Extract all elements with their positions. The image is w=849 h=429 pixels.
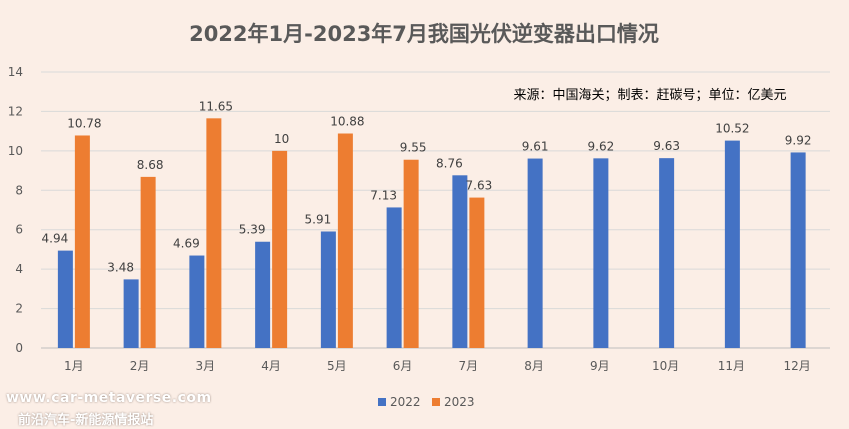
x-tick-label: 5月 (327, 359, 347, 373)
bar-2023 (206, 118, 222, 348)
bar-2022 (123, 279, 139, 348)
x-tick-label: 7月 (459, 359, 479, 373)
legend: 2022 2023 (378, 395, 475, 409)
bars (57, 118, 806, 348)
data-label-2023: 8.68 (137, 158, 164, 172)
watermark-url: www.car-metaverse.com (6, 390, 212, 406)
x-tick-label: 8月 (524, 359, 544, 373)
x-tick-label: 10月 (652, 359, 679, 373)
x-axis-ticks: 1月 2月 3月 4月 5月 6月 7月 8月 9月 10月 11月 12月 (64, 359, 811, 373)
bar-2022 (386, 207, 402, 348)
data-label-2023: 9.55 (400, 141, 427, 155)
data-label-2022: 5.39 (239, 223, 266, 237)
data-label-2022: 9.63 (653, 139, 680, 153)
x-tick-label: 3月 (196, 359, 216, 373)
legend-label: 2022 (390, 395, 421, 409)
source-note: 来源：中国海关；制表：赶碳号；单位：亿美元 (513, 88, 786, 103)
data-label-2022: 3.48 (107, 260, 134, 274)
data-label-2022: 9.92 (785, 133, 812, 147)
y-tick-label: 12 (8, 104, 23, 118)
data-label-2023: 10 (274, 132, 289, 146)
watermark-site-name: 前沿汽车-新能源情报站 (18, 413, 154, 428)
bar-2023 (272, 150, 288, 348)
data-label-2022: 7.13 (370, 188, 397, 202)
bar-2023 (140, 176, 156, 348)
x-tick-label: 4月 (261, 359, 281, 373)
data-label-2022: 8.76 (436, 156, 463, 170)
data-label-2023: 10.88 (330, 115, 364, 129)
bar-2022 (659, 158, 675, 348)
x-tick-label: 9月 (590, 359, 610, 373)
x-tick-label: 6月 (393, 359, 413, 373)
data-label-2022: 4.94 (42, 232, 69, 246)
gridlines (41, 71, 830, 349)
data-label-2022: 9.62 (588, 139, 615, 153)
x-tick-label: 11月 (718, 359, 745, 373)
y-tick-label: 14 (8, 65, 23, 79)
data-label-2023: 10.78 (67, 116, 101, 130)
bar-2022 (189, 255, 205, 348)
bar-2022 (790, 152, 806, 348)
data-label-2023: 7.63 (466, 179, 493, 193)
bar-2022 (724, 140, 740, 348)
bar-2022 (593, 158, 609, 348)
bar-2023 (337, 133, 353, 348)
y-tick-label: 8 (15, 183, 23, 197)
data-label-2022: 9.61 (522, 140, 549, 154)
legend-label: 2023 (444, 395, 475, 409)
chart-title: 2022年1月-2023年7月我国光伏逆变器出口情况 (189, 22, 659, 46)
x-tick-label: 12月 (783, 359, 810, 373)
data-labels: 4.94 10.78 3.48 8.68 4.69 11.65 5.39 10 5.91 10.8… (42, 99, 812, 274)
bar-2022 (320, 231, 336, 348)
bar-2022 (57, 250, 73, 348)
bar-2022 (527, 158, 543, 348)
bar-2022 (255, 241, 271, 348)
y-axis-ticks: 0 2 4 6 8 10 12 14 (8, 65, 23, 355)
y-tick-label: 2 (15, 302, 23, 316)
x-tick-label: 2月 (130, 359, 150, 373)
bar-2023 (403, 159, 419, 348)
data-label-2022: 10.52 (715, 122, 749, 136)
x-tick-label: 1月 (64, 359, 84, 373)
y-tick-label: 4 (15, 262, 23, 276)
y-tick-label: 6 (15, 223, 23, 237)
bar-2022 (452, 175, 468, 348)
y-tick-label: 10 (8, 144, 23, 158)
data-label-2022: 5.91 (305, 212, 332, 226)
legend-swatch (432, 398, 440, 406)
bar-2023 (74, 135, 90, 348)
data-label-2023: 11.65 (199, 99, 233, 113)
data-label-2022: 4.69 (173, 237, 200, 251)
y-tick-label: 0 (15, 341, 23, 355)
legend-swatch (378, 398, 386, 406)
bar-2023 (469, 197, 485, 348)
